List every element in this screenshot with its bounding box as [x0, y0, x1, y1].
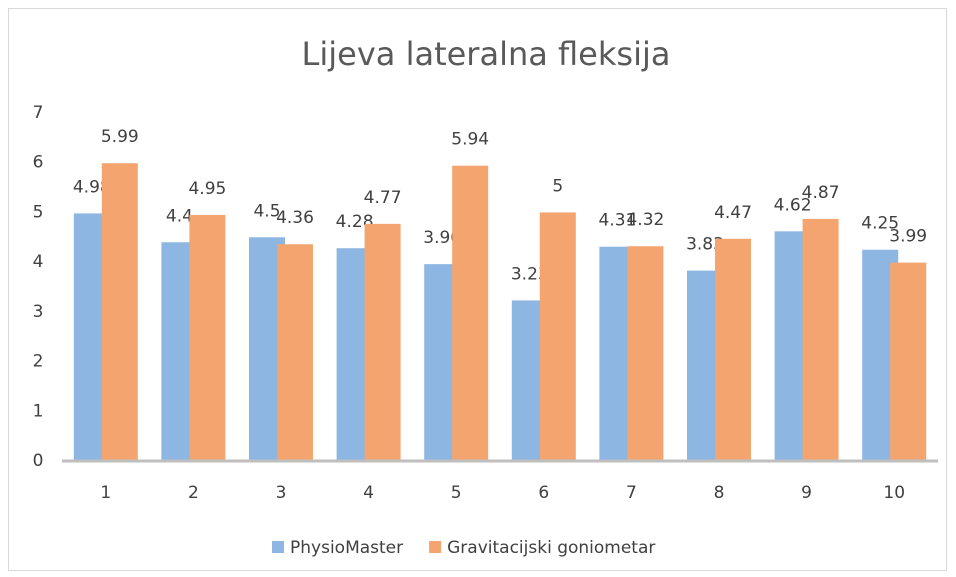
- y-tick-label: 3: [33, 302, 44, 322]
- bar: [452, 165, 489, 461]
- legend-label: Gravitacijski goniometar: [447, 538, 655, 558]
- data-label: 5.99: [101, 127, 139, 147]
- x-tick-label: 6: [538, 483, 549, 503]
- bar: [101, 163, 138, 461]
- data-label: 4.28: [336, 212, 374, 232]
- x-tick-label: 8: [714, 483, 725, 503]
- data-label: 4.47: [714, 203, 752, 223]
- data-label: 4.95: [188, 179, 226, 199]
- data-label: 3.99: [889, 227, 927, 247]
- data-label: 4.36: [276, 208, 314, 228]
- x-tick-label: 3: [276, 483, 287, 503]
- bar: [364, 223, 401, 461]
- y-tick-label: 4: [33, 252, 44, 272]
- data-label: 4.32: [626, 210, 664, 230]
- data-label: 3.23: [511, 264, 549, 284]
- y-tick-label: 0: [33, 451, 44, 471]
- x-tick-label: 10: [883, 483, 905, 503]
- chart-title: Lijeva lateralna fleksija: [302, 35, 671, 73]
- legend-swatch: [429, 541, 442, 553]
- data-label: 3.96: [423, 228, 461, 248]
- legend-label: PhysioMaster: [290, 538, 403, 558]
- x-tick-label: 2: [188, 483, 199, 503]
- legend-swatch: [272, 541, 284, 553]
- data-label: 3.83: [686, 235, 724, 255]
- data-label: 5: [552, 176, 563, 196]
- data-label: 4.5: [253, 201, 280, 221]
- bar: [627, 246, 664, 461]
- bar: [802, 218, 839, 461]
- y-tick-label: 6: [33, 153, 44, 173]
- bar: [715, 238, 751, 461]
- data-label: 4.77: [364, 188, 402, 208]
- y-tick-label: 7: [33, 103, 44, 123]
- data-label: 4.98: [73, 177, 111, 197]
- x-tick-label: 7: [626, 483, 637, 503]
- data-label: 4.4: [166, 206, 193, 226]
- bar: [277, 244, 313, 461]
- bar: [189, 214, 226, 461]
- y-tick-label: 5: [33, 202, 44, 222]
- bar: [890, 262, 927, 461]
- y-tick-label: 1: [33, 401, 44, 421]
- x-tick-label: 1: [100, 483, 111, 503]
- data-label: 4.31: [598, 211, 636, 231]
- data-label: 4.25: [861, 214, 899, 234]
- bar: [539, 212, 576, 461]
- data-label: 5.94: [451, 130, 489, 150]
- x-tick-label: 4: [363, 483, 374, 503]
- data-label: 4.87: [802, 183, 840, 203]
- y-tick-label: 2: [33, 352, 44, 372]
- x-tick-label: 5: [451, 483, 462, 503]
- x-tick-label: 9: [801, 483, 812, 503]
- data-label: 4.62: [774, 195, 812, 215]
